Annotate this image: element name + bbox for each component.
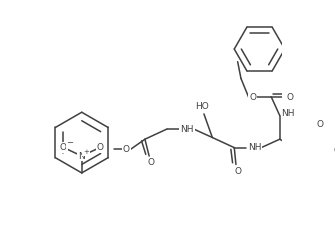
- Text: O: O: [147, 158, 154, 167]
- Text: O: O: [249, 93, 256, 101]
- Text: N: N: [78, 152, 85, 160]
- Text: O: O: [123, 145, 130, 154]
- Text: O: O: [317, 120, 324, 129]
- Text: NH: NH: [180, 125, 194, 133]
- Text: O: O: [334, 146, 335, 155]
- Text: NH: NH: [281, 109, 295, 118]
- Text: NH: NH: [248, 143, 261, 152]
- Text: O: O: [60, 143, 67, 152]
- Text: O: O: [286, 93, 293, 101]
- Text: −: −: [66, 138, 73, 147]
- Text: O: O: [97, 143, 104, 152]
- Text: HO: HO: [195, 102, 209, 111]
- Text: +: +: [83, 149, 89, 155]
- Text: O: O: [234, 167, 241, 176]
